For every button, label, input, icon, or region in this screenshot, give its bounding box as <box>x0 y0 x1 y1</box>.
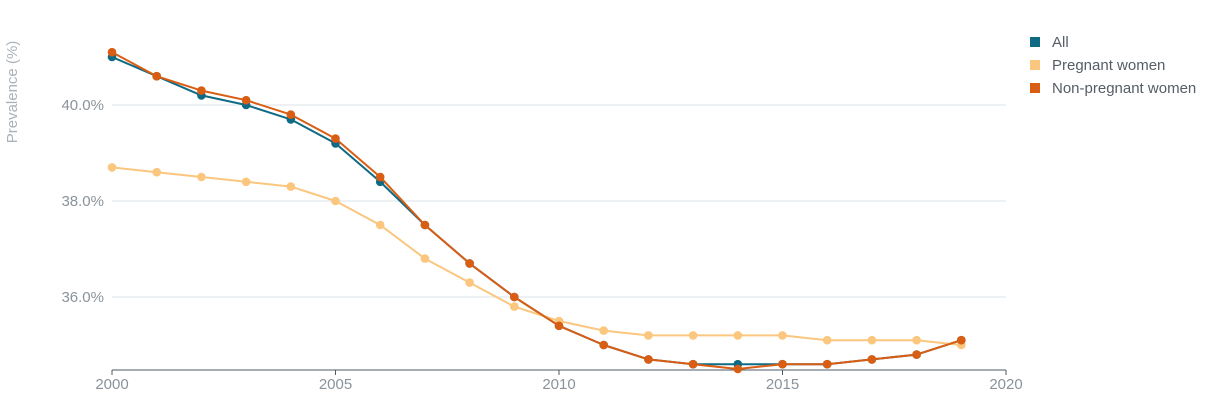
data-point[interactable] <box>733 331 743 340</box>
data-point[interactable] <box>375 172 385 182</box>
data-point[interactable] <box>554 321 564 331</box>
series-all <box>107 52 966 369</box>
legend-item[interactable]: Pregnant women <box>1030 57 1165 74</box>
series-line <box>111 56 962 366</box>
data-point[interactable] <box>152 167 161 177</box>
data-point[interactable] <box>778 331 787 340</box>
data-point[interactable] <box>286 110 296 119</box>
x-tick-label: 2015 <box>766 376 799 393</box>
series-non-pregnant-women <box>107 47 966 374</box>
x-tick-label: 2000 <box>95 376 128 393</box>
data-point[interactable] <box>688 359 698 369</box>
data-point[interactable] <box>867 355 877 364</box>
data-point[interactable] <box>912 350 921 359</box>
data-point[interactable] <box>241 177 251 187</box>
data-point[interactable] <box>465 259 474 268</box>
data-point[interactable] <box>197 172 206 182</box>
data-point[interactable] <box>912 335 921 345</box>
y-axis-title: Prevalence (%) <box>4 41 21 144</box>
data-point[interactable] <box>286 182 296 191</box>
x-tick-label: 2005 <box>319 376 352 393</box>
data-point[interactable] <box>599 326 608 335</box>
data-point[interactable] <box>331 196 340 206</box>
data-point[interactable] <box>197 86 206 95</box>
data-point[interactable] <box>510 302 519 311</box>
data-point[interactable] <box>375 220 385 230</box>
legend-swatch <box>1030 83 1040 93</box>
data-point[interactable] <box>420 254 430 263</box>
legend-item[interactable]: All <box>1030 34 1069 51</box>
legend[interactable]: All Pregnant women Non-pregnant women <box>1030 34 1196 97</box>
data-point[interactable] <box>822 359 832 369</box>
legend-swatch <box>1030 60 1040 70</box>
legend-label: All <box>1052 34 1069 51</box>
series-pregnant-women <box>107 163 966 350</box>
data-point[interactable] <box>465 278 474 287</box>
data-point[interactable] <box>107 47 117 57</box>
series-line <box>111 51 962 370</box>
data-point[interactable] <box>867 335 877 345</box>
data-point[interactable] <box>510 292 519 302</box>
data-point[interactable] <box>599 340 608 350</box>
data-point[interactable] <box>957 335 966 345</box>
legend-label: Pregnant women <box>1052 57 1165 74</box>
data-point[interactable] <box>688 331 698 340</box>
legend-label: Non-pregnant women <box>1052 80 1196 97</box>
y-tick-label: 36.0% <box>61 289 104 306</box>
y-tick-label: 40.0% <box>61 97 104 114</box>
data-point[interactable] <box>420 220 430 230</box>
series-line <box>111 166 962 346</box>
grid-lines <box>112 104 1006 298</box>
data-point[interactable] <box>152 71 161 81</box>
y-tick-label: 38.0% <box>61 193 104 210</box>
series-layer <box>107 47 966 374</box>
data-point[interactable] <box>644 355 653 364</box>
x-tick-label: 2020 <box>989 376 1022 393</box>
axes: 36.0% 38.0% 40.0% 2000 2005 2010 2015 2020 <box>61 97 1022 393</box>
legend-swatch <box>1030 37 1040 47</box>
x-tick-label: 2010 <box>542 376 575 393</box>
data-point[interactable] <box>778 359 787 369</box>
data-point[interactable] <box>241 95 251 105</box>
data-point[interactable] <box>822 335 832 345</box>
data-point[interactable] <box>107 163 117 172</box>
legend-item[interactable]: Non-pregnant women <box>1030 80 1196 97</box>
data-point[interactable] <box>331 134 340 143</box>
data-point[interactable] <box>644 331 653 340</box>
data-point[interactable] <box>733 364 743 374</box>
